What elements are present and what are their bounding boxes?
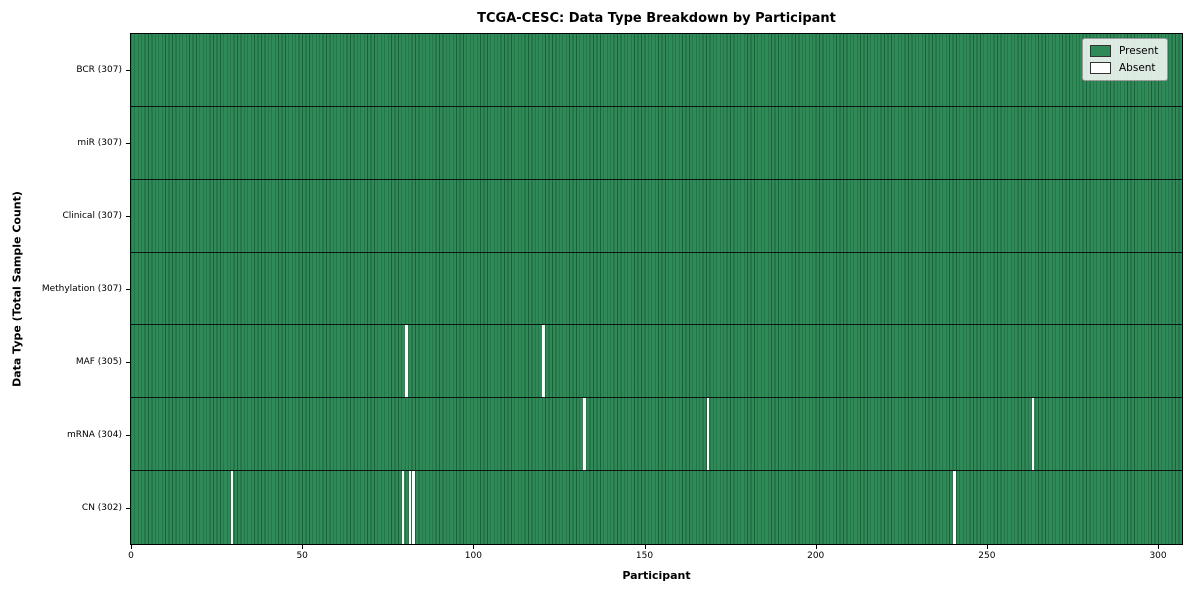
y-tick-label-Methylation: Methylation (307)	[41, 284, 122, 294]
row-separator	[131, 470, 1182, 472]
x-tick-mark	[644, 545, 646, 549]
present-cells	[131, 179, 1182, 253]
present-cells	[131, 398, 1182, 472]
x-tick-label: 150	[635, 551, 654, 561]
heatmap-row-miR	[131, 106, 1182, 180]
legend-label-absent: Absent	[1119, 61, 1156, 74]
x-tick-label: 300	[1149, 551, 1167, 561]
y-tick-label-Clinical: Clinical (307)	[62, 211, 122, 222]
absent-cell	[953, 471, 956, 544]
y-tick-label-CN: CN (302)	[81, 502, 122, 513]
row-separator	[131, 324, 1182, 326]
legend: Present Absent	[1082, 38, 1169, 81]
x-tick-label: 0	[128, 551, 134, 561]
row-separator	[131, 178, 1182, 180]
y-tick-mark	[126, 289, 130, 290]
y-tick-mark	[126, 143, 130, 145]
y-tick-label-mRNA: mRNA (304)	[67, 429, 122, 440]
heatmap-row-mRNA	[131, 398, 1182, 472]
x-tick-mark	[986, 545, 988, 549]
absent-cell	[583, 398, 586, 472]
x-tick-label: 100	[464, 551, 482, 561]
absent-cell	[412, 471, 415, 544]
absent-cell	[408, 471, 412, 544]
legend-entry-present: Present	[1090, 45, 1158, 57]
legend-label-present: Present	[1119, 44, 1159, 57]
present-swatch-icon	[1090, 45, 1111, 57]
legend-entry-absent: Absent	[1090, 62, 1158, 74]
present-cells	[131, 252, 1182, 326]
chart-title: TCGA-CESC: Data Type Breakdown by Partic…	[477, 11, 836, 26]
x-tick-mark	[815, 545, 817, 549]
y-tick-label-miR: miR (307)	[77, 138, 122, 149]
absent-cell	[706, 398, 710, 472]
y-tick-label-BCR: BCR (307)	[76, 65, 122, 76]
x-tick-label: 50	[296, 551, 308, 561]
absent-swatch-icon	[1090, 62, 1111, 74]
y-tick-mark	[126, 70, 130, 72]
absent-cell	[542, 325, 545, 399]
heatmap-row-Clinical	[131, 179, 1182, 253]
row-separator	[131, 397, 1182, 399]
heatmap-row-CN	[131, 471, 1182, 544]
plot-area	[130, 33, 1183, 545]
x-axis-title: Participant	[622, 569, 691, 582]
y-tick-label-MAF: MAF (305)	[75, 356, 122, 367]
x-tick-mark	[473, 545, 475, 549]
y-tick-mark	[126, 507, 130, 509]
x-tick-mark	[302, 545, 304, 549]
heatmap-row-BCR	[131, 34, 1182, 107]
heatmap-row-Methylation	[131, 252, 1182, 326]
absent-cell	[1031, 398, 1035, 472]
y-tick-mark	[126, 434, 130, 436]
absent-cell	[230, 471, 234, 544]
heatmap-row-MAF	[131, 325, 1182, 399]
y-tick-mark	[126, 361, 130, 363]
x-tick-label: 250	[978, 551, 996, 561]
row-separator	[131, 251, 1182, 253]
present-cells	[131, 106, 1182, 180]
present-cells	[131, 34, 1182, 107]
row-separator	[131, 105, 1182, 107]
x-tick-mark	[131, 545, 132, 549]
x-tick-label: 200	[807, 551, 825, 561]
absent-cell	[402, 471, 405, 544]
x-tick-mark	[1158, 545, 1160, 549]
present-cells	[131, 471, 1182, 544]
present-cells	[131, 325, 1182, 399]
y-tick-mark	[126, 216, 130, 218]
absent-cell	[405, 325, 408, 399]
